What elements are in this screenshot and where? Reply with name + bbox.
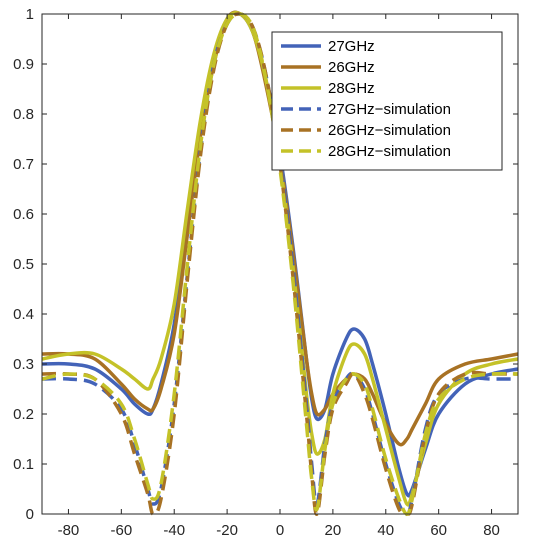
x-tick-label: -20 <box>216 522 238 539</box>
y-tick-label: 0.1 <box>13 456 34 473</box>
x-tick-label: 80 <box>483 522 500 539</box>
legend-label: 28GHz−simulation <box>328 143 451 160</box>
legend-label: 26GHz <box>328 59 375 76</box>
legend-label: 27GHz−simulation <box>328 101 451 118</box>
y-tick-label: 0.5 <box>13 256 34 273</box>
x-tick-label: -80 <box>58 522 80 539</box>
x-tick-label: -60 <box>110 522 132 539</box>
y-tick-label: 1 <box>26 6 34 23</box>
y-tick-label: 0 <box>26 506 34 523</box>
x-tick-label: 40 <box>377 522 394 539</box>
x-tick-label: 0 <box>276 522 284 539</box>
plot-frame <box>41 13 519 515</box>
y-tick-label: 0.6 <box>13 206 34 223</box>
y-tick-label: 0.4 <box>13 306 34 323</box>
legend: 27GHz 26GHz 28GHz 27GHz−simulation 26GHz−sim… <box>271 31 503 171</box>
legend-label: 28GHz <box>328 80 375 97</box>
x-tick-label: 60 <box>430 522 447 539</box>
y-tick-label: 0.7 <box>13 156 34 173</box>
legend-box <box>271 31 503 171</box>
legend-label: 26GHz−simulation <box>328 122 451 139</box>
y-tick-label: 0.3 <box>13 356 34 373</box>
legend-label: 27GHz <box>328 38 375 55</box>
ticks-layer: -80 -60 -40 -20 0 20 40 60 80 0 0.1 0.2 0.3 0.4 0.5 0.6… <box>13 6 518 539</box>
y-tick-label: 0.9 <box>13 56 34 73</box>
x-tick-label: -40 <box>163 522 185 539</box>
y-tick-label: 0.8 <box>13 106 34 123</box>
y-tick-label: 0.2 <box>13 406 34 423</box>
x-tick-label: 20 <box>325 522 342 539</box>
